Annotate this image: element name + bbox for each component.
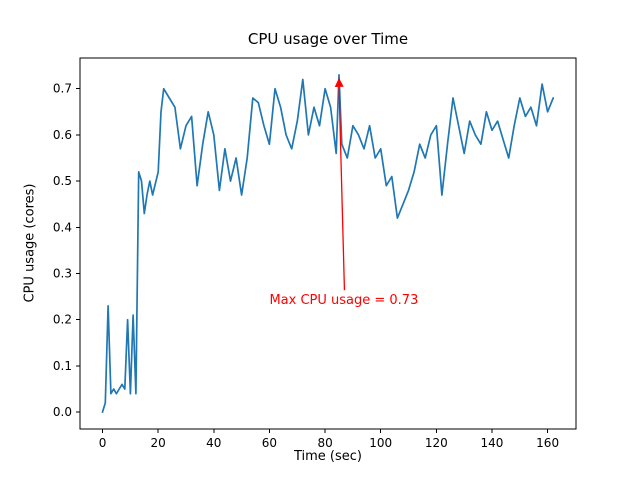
x-tick-label: 0	[99, 436, 107, 450]
x-tick-label: 60	[262, 436, 277, 450]
x-tick-label: 120	[425, 436, 448, 450]
x-tick-label: 160	[536, 436, 559, 450]
cpu-usage-line	[101, 74, 555, 413]
max-annotation-label: Max CPU usage = 0.73	[269, 293, 419, 309]
x-tick-label: 80	[317, 436, 332, 450]
x-tick-label: 100	[369, 436, 392, 450]
chart-title: CPU usage over Time	[247, 30, 409, 48]
y-tick-label: 0.2	[53, 313, 72, 327]
y-tick-label: 0.3	[53, 267, 72, 281]
y-tick-label: 0.0	[53, 405, 72, 419]
y-tick-label: 0.5	[53, 174, 72, 188]
x-axis-label: Time (sec)	[293, 449, 362, 464]
y-tick-label: 0.6	[53, 128, 72, 142]
annotation-arrowhead	[334, 77, 344, 87]
y-tick-label: 0.4	[53, 220, 72, 234]
x-tick-label: 140	[481, 436, 504, 450]
axes-frame	[79, 57, 577, 430]
annotation-arrow-line	[338, 84, 346, 291]
y-tick-label: 0.1	[53, 359, 72, 373]
x-tick-label: 40	[206, 436, 221, 450]
y-tick-label: 0.7	[53, 82, 72, 96]
x-tick-label: 20	[151, 436, 166, 450]
